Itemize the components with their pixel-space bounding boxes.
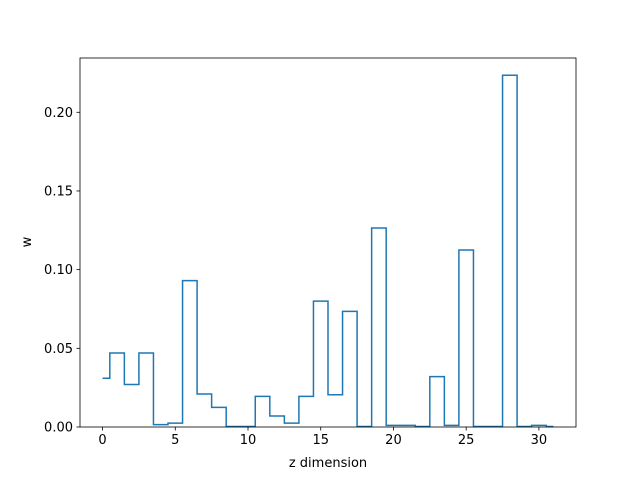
x-tick-label: 5 (171, 433, 179, 448)
x-tick-label: 25 (458, 433, 475, 448)
y-tick-label: 0.20 (44, 106, 73, 121)
x-tick-label: 20 (385, 433, 402, 448)
y-tick-label: 0.05 (44, 342, 73, 357)
y-tick-label: 0.10 (44, 263, 73, 278)
y-tick-label: 0.15 (44, 184, 73, 199)
x-tick-label: 10 (240, 433, 257, 448)
series-step-line (102, 74, 554, 428)
y-axis-label: w (20, 236, 35, 247)
axes-frame (79, 57, 577, 428)
y-tick-label: 0.00 (44, 421, 73, 436)
x-tick-label: 15 (312, 433, 329, 448)
x-tick-label: 0 (98, 433, 106, 448)
x-tick-label: 30 (531, 433, 548, 448)
x-axis-label: z dimension (289, 456, 367, 471)
